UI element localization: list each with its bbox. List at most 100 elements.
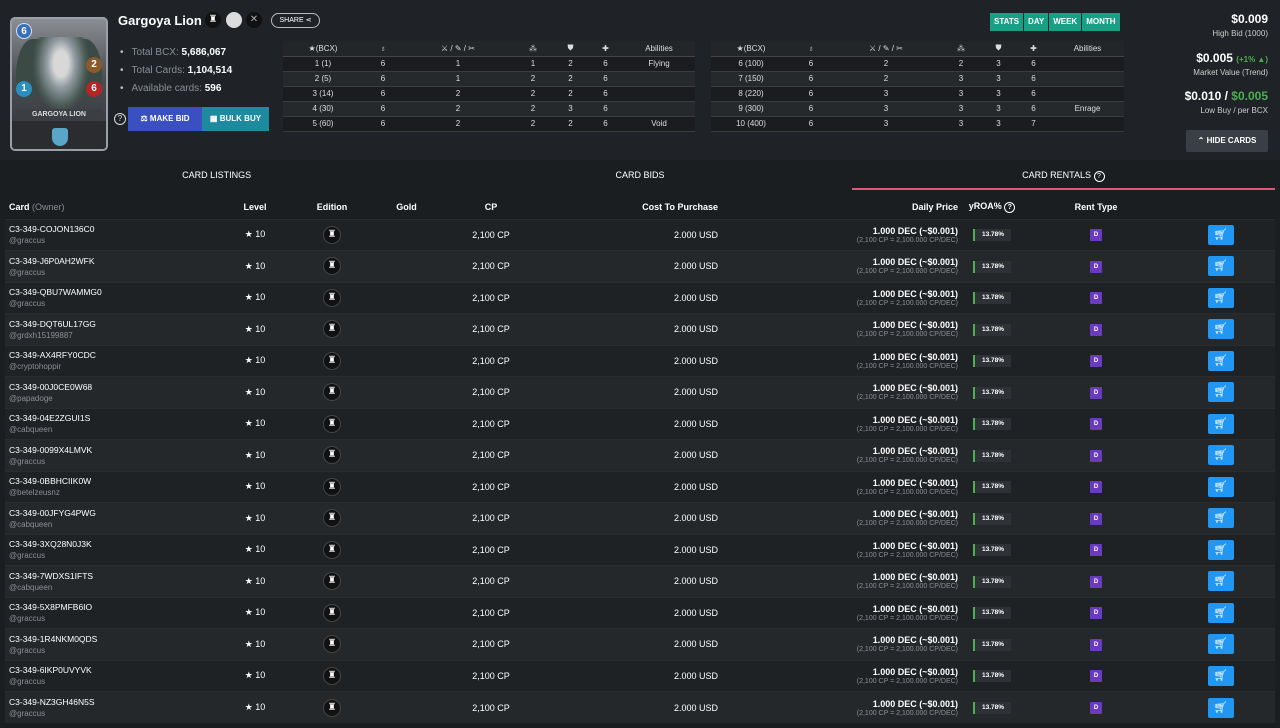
col-rent-type[interactable]: Rent Type <box>1026 195 1166 219</box>
card-owner[interactable]: @graccus <box>9 456 46 466</box>
col-daily-price[interactable]: Daily Price <box>718 195 958 219</box>
card-uid[interactable]: C3-349-6IKP0UVYVK <box>9 665 92 676</box>
card-owner[interactable]: @graccus <box>9 267 46 277</box>
health-col-icon: ✚ <box>588 41 623 57</box>
daily-price-cell: 1.000 DEC (~$0.001) (2,100 CP = 2,100.000… <box>718 218 958 251</box>
rent-cart-button[interactable]: 🛒︎ <box>1207 350 1234 371</box>
col-level[interactable]: Level <box>205 195 305 219</box>
card-uid[interactable]: C3-349-NZ3GH46N5S <box>9 697 95 707</box>
card-owner[interactable]: @cabqueen <box>9 582 53 592</box>
rent-cart-button[interactable]: 🛒︎ <box>1207 634 1234 655</box>
cart-icon: 🛒︎ <box>1213 512 1228 525</box>
col-gold[interactable]: Gold <box>359 195 454 219</box>
tab-week[interactable]: WEEK <box>1049 13 1083 31</box>
card-uid[interactable]: C3-349-00JFYG4PWG <box>9 507 96 518</box>
rent-cart-button[interactable]: 🛒︎ <box>1207 319 1234 340</box>
card-owner[interactable]: @cabqueen <box>9 425 53 435</box>
daily-price-cell: 1.000 DEC (~$0.001) (2,100 CP = 2,100.000… <box>718 596 958 629</box>
tab-month[interactable]: MONTH <box>1082 13 1121 31</box>
market-value-label: Market Value (Trend) <box>1193 68 1268 77</box>
rent-cart-button[interactable]: 🛒︎ <box>1207 382 1234 403</box>
card-owner[interactable]: @grdxh15199887 <box>9 330 73 340</box>
daily-price-sub: (2,100 CP = 2,100.000 CP/DEC) <box>856 394 958 402</box>
level-cell: 6 <box>791 86 831 102</box>
rent-cart-button[interactable]: 🛒︎ <box>1207 508 1234 529</box>
col-edition[interactable]: Edition <box>305 195 359 219</box>
col-yroa[interactable]: yROA% ? <box>958 195 1026 219</box>
make-bid-button[interactable]: ⚖ MAKE BID <box>128 107 202 131</box>
cart-icon: 🛒︎ <box>1213 638 1228 651</box>
rent-type-badge: D <box>1090 575 1102 588</box>
bulk-buy-button[interactable]: ▦ BULK BUY <box>202 107 269 131</box>
card-owner[interactable]: @graccus <box>9 614 46 624</box>
card-uid[interactable]: C3-349-J6P0AH2WFK <box>9 255 95 266</box>
rent-cart-button[interactable]: 🛒︎ <box>1207 287 1234 308</box>
card-owner[interactable]: @papadoge <box>9 393 53 403</box>
card-uid[interactable]: C3-349-00J0CE0W68 <box>9 381 93 392</box>
level-row: 1 (1) 6 1 1 2 6 Flying <box>283 56 695 72</box>
card-uid[interactable]: C3-349-5X8PMFB6IO <box>9 602 93 613</box>
action-cell: 🛒︎ <box>1166 628 1275 660</box>
rent-cart-button[interactable]: 🛒︎ <box>1207 539 1234 560</box>
card-uid[interactable]: C3-349-0BBHCIIK0W <box>9 476 92 487</box>
card-uid[interactable]: C3-349-DQT6UL17GG <box>9 318 96 329</box>
card-uid[interactable]: C3-349-1R4NKM0QDS <box>9 633 98 644</box>
low-buy-label: Low Buy / per BCX <box>1200 106 1268 115</box>
card-uid[interactable]: C3-349-04E2ZGUI1S <box>9 413 91 424</box>
col-card[interactable]: Card (Owner) <box>5 195 205 219</box>
yroa-cell: 13.78% <box>958 218 1026 251</box>
rent-cart-button[interactable]: 🛒︎ <box>1207 476 1234 497</box>
star-icon: ★ <box>244 229 253 240</box>
card-owner[interactable]: @graccus <box>9 709 46 718</box>
share-button[interactable]: SHARE ⋖ <box>271 13 320 28</box>
rent-cart-button[interactable]: 🛒︎ <box>1207 571 1234 592</box>
rent-cart-button[interactable]: 🛒︎ <box>1207 445 1234 466</box>
rent-cart-button[interactable]: 🛒︎ <box>1207 256 1234 277</box>
level-cell <box>623 86 695 102</box>
card-uid[interactable]: C3-349-AX4RFY0CDC <box>9 350 96 361</box>
rent-cart-button[interactable]: 🛒︎ <box>1207 224 1234 245</box>
tab-card-rentals[interactable]: CARD RENTALS ? <box>851 160 1275 190</box>
level-cell: 7 <box>1016 116 1051 132</box>
card-cell: C3-349-AX4RFY0CDC @cryptohoppir <box>5 344 205 377</box>
level-cell: 1 (1) <box>283 56 363 72</box>
col-cp[interactable]: CP <box>454 195 528 219</box>
rent-cart-button[interactable]: 🛒︎ <box>1207 602 1234 623</box>
rent-cart-button[interactable]: 🛒︎ <box>1207 665 1234 686</box>
card-uid[interactable]: C3-349-COJON136C0 <box>9 224 95 235</box>
card-uid[interactable]: C3-349-0099X4LMVK <box>9 444 93 455</box>
card-uid[interactable]: C3-349-QBU7WAMMG0 <box>9 287 102 298</box>
hide-cards-button[interactable]: ⌃ HIDE CARDS <box>1186 130 1268 152</box>
daily-price: 1.000 DEC (~$0.001) <box>872 666 958 677</box>
cart-icon: 🛒︎ <box>1213 417 1228 430</box>
col-cost[interactable]: Cost To Purchase <box>528 195 718 219</box>
tab-card-listings[interactable]: CARD LISTINGS <box>182 170 252 180</box>
help-icon[interactable]: ? <box>114 113 126 125</box>
star-icon: ★ <box>244 702 253 712</box>
cp-cell: 2,100 CP <box>454 691 528 723</box>
card-owner[interactable]: @cabqueen <box>9 519 53 529</box>
card-owner[interactable]: @graccus <box>9 299 46 309</box>
chaos-legion-icon: ♜ <box>323 666 341 685</box>
card-owner[interactable]: @graccus <box>9 236 46 246</box>
rent-cart-button[interactable]: 🛒︎ <box>1207 413 1234 434</box>
daily-price-sub: (2,100 CP = 2,100.000 CP/DEC) <box>856 425 958 433</box>
tab-stats[interactable]: STATS <box>990 13 1025 31</box>
card-owner[interactable]: @cryptohoppir <box>9 362 62 372</box>
level-cell: 6 <box>1016 86 1051 102</box>
help-icon[interactable]: ? <box>1004 201 1016 213</box>
card-owner[interactable]: @graccus <box>9 677 46 687</box>
table-row: C3-349-5X8PMFB6IO @graccus ★ 10 ♜ 2,100 CP 2.… <box>5 596 1275 629</box>
rent-cart-button[interactable]: 🛒︎ <box>1207 697 1234 718</box>
tab-card-bids[interactable]: CARD BIDS <box>615 170 665 180</box>
tab-day[interactable]: DAY <box>1024 13 1050 31</box>
card-owner[interactable]: @graccus <box>9 551 46 561</box>
level-cell: 9 (300) <box>711 101 791 117</box>
card-owner[interactable]: @graccus <box>9 645 46 655</box>
card-uid[interactable]: C3-349-3XQ28N0J3K <box>9 539 92 550</box>
level-cell: ★ 10 <box>205 502 305 534</box>
help-icon[interactable]: ? <box>1093 171 1105 182</box>
card-uid[interactable]: C3-349-7WDXS1IFTS <box>9 570 94 581</box>
card-image[interactable]: 6 2 1 6 GARGOYA LION <box>10 17 108 151</box>
card-owner[interactable]: @betelzeusnz <box>9 488 60 498</box>
